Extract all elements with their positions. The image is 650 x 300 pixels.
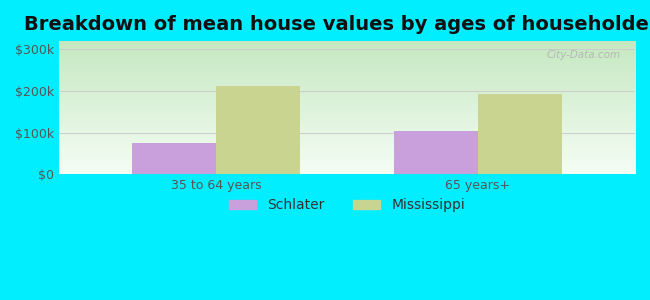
Title: Breakdown of mean house values by ages of householders: Breakdown of mean house values by ages o…: [24, 15, 650, 34]
Bar: [133, 143, 216, 174]
Legend: Schlater, Mississippi: Schlater, Mississippi: [223, 193, 471, 218]
Text: City-Data.com: City-Data.com: [547, 50, 621, 60]
Bar: [394, 131, 478, 174]
Bar: [216, 85, 300, 174]
Bar: [478, 94, 562, 174]
